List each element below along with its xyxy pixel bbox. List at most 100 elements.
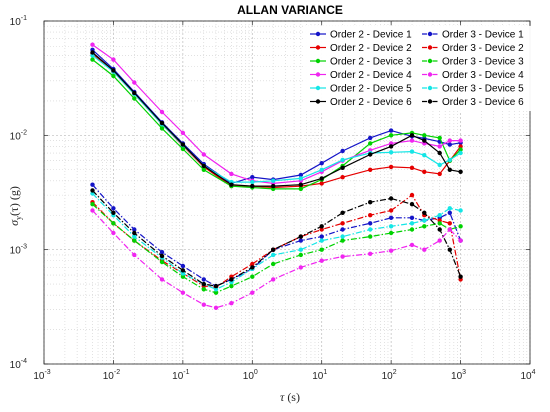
x-tick-label: 101 (312, 369, 327, 382)
data-point (458, 138, 463, 143)
y-tick-base: 10 (10, 131, 22, 142)
data-point (409, 227, 415, 232)
legend-box (304, 26, 533, 111)
data-point (458, 238, 463, 243)
data-point (409, 221, 415, 226)
data-point (319, 258, 324, 263)
data-point (422, 210, 427, 215)
data-point (437, 227, 442, 232)
data-point (388, 248, 394, 253)
data-point (90, 50, 95, 55)
data-point (388, 133, 394, 138)
y-tick-label: 10-4 (10, 358, 27, 371)
data-point (111, 57, 116, 62)
data-point (368, 200, 373, 205)
legend-label: Order 2 - Device 1 (330, 30, 412, 41)
x-tick-label: 102 (382, 369, 397, 382)
legend-swatch-marker (315, 85, 321, 91)
legend-item: Order 3 - Device 1 (422, 30, 524, 41)
data-point (422, 138, 427, 143)
legend-item: Order 2 - Device 3 (310, 57, 412, 68)
x-tick-exponent: 0 (254, 369, 258, 376)
x-tick-label: 100 (243, 369, 258, 382)
data-point (458, 208, 463, 213)
legend-swatch-marker (427, 45, 433, 50)
data-point (298, 252, 303, 258)
x-axis-label-unit: (s) (284, 390, 300, 404)
data-point (250, 175, 255, 180)
data-point (409, 165, 415, 170)
data-point (422, 224, 427, 229)
data-point (340, 238, 345, 243)
data-point (298, 247, 303, 252)
data-point (319, 181, 324, 186)
y-tick-exponent: -2 (21, 129, 27, 136)
data-point (229, 283, 234, 289)
data-point (250, 261, 255, 267)
data-point (201, 152, 206, 157)
data-point (201, 163, 206, 169)
x-tick-base: 10 (520, 371, 532, 382)
data-point (388, 196, 394, 201)
data-point (340, 148, 345, 154)
data-point (319, 161, 324, 166)
data-point (437, 150, 442, 156)
x-tick-label: 10-1 (172, 369, 189, 382)
legend-label: Order 2 - Device 2 (330, 43, 412, 54)
series-line (92, 189, 462, 287)
data-point (388, 230, 394, 236)
data-point (271, 183, 276, 189)
data-point (201, 281, 206, 287)
data-point (213, 305, 219, 310)
x-tick-base: 10 (243, 371, 255, 382)
data-point (409, 242, 415, 248)
data-point (271, 247, 276, 252)
data-point (437, 171, 442, 177)
data-point (90, 57, 95, 62)
data-point (250, 274, 255, 279)
data-point (298, 172, 303, 178)
data-point (422, 133, 427, 138)
data-point (319, 227, 324, 232)
data-point (298, 186, 303, 192)
data-point (340, 234, 345, 239)
data-point (437, 221, 442, 226)
data-point (180, 271, 186, 276)
data-point (368, 213, 373, 218)
data-point (409, 133, 415, 138)
x-tick-base: 10 (451, 371, 463, 382)
data-point (90, 208, 95, 213)
legend-item: Order 2 - Device 6 (310, 97, 412, 108)
data-point (159, 109, 165, 115)
legend-label: Order 2 - Device 6 (330, 97, 412, 108)
data-point (229, 277, 234, 282)
data-point (298, 234, 303, 239)
data-point (458, 144, 463, 149)
data-point (180, 290, 186, 295)
data-point (132, 234, 137, 239)
data-point (180, 130, 186, 136)
data-point (422, 247, 427, 252)
data-point (458, 224, 463, 229)
x-tick-base: 10 (172, 371, 184, 382)
legend-swatch-marker (315, 99, 321, 104)
data-point (201, 302, 206, 307)
data-point (250, 265, 255, 270)
data-point (388, 215, 394, 220)
data-point (271, 277, 276, 282)
data-point (388, 128, 394, 133)
data-point (368, 221, 373, 226)
data-point (271, 178, 276, 183)
data-point (111, 73, 116, 79)
y-tick-exponent: -1 (21, 15, 27, 22)
data-point (368, 167, 373, 172)
y-tick-label: 10-3 (10, 244, 27, 257)
data-point (447, 227, 452, 232)
data-point (159, 277, 165, 282)
y-axis-ticks: 10-410-310-210-1 (10, 15, 27, 371)
y-tick-base: 10 (10, 360, 22, 371)
legend-label: Order 3 - Device 3 (442, 57, 524, 68)
data-point (298, 265, 303, 270)
data-point (180, 268, 186, 273)
